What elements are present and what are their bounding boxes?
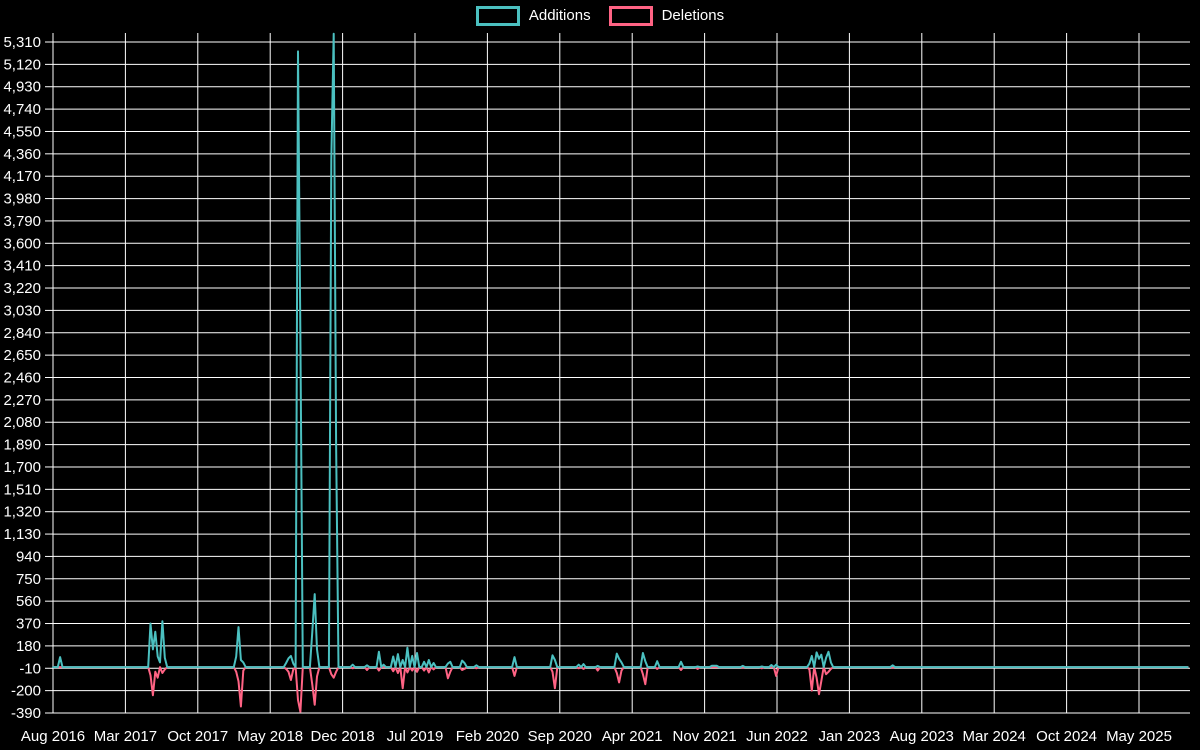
x-tick-label: May 2018 [237, 728, 303, 745]
y-tick-label: 1,130 [3, 526, 41, 543]
y-tick-label: 2,840 [3, 325, 41, 342]
x-tick-label: Aug 2016 [21, 728, 85, 745]
x-tick-label: Jun 2022 [746, 728, 808, 745]
y-tick-label: 4,930 [3, 79, 41, 96]
y-tick-label: 2,650 [3, 347, 41, 364]
y-tick-label: 370 [16, 616, 41, 633]
x-tick-label: Sep 2020 [528, 728, 592, 745]
y-tick-label: 2,270 [3, 392, 41, 409]
x-tick-label: Apr 2021 [602, 728, 663, 745]
y-tick-label: 5,120 [3, 56, 41, 73]
y-tick-label: 3,790 [3, 213, 41, 230]
additions-legend-label: Additions [528, 7, 591, 24]
legend-item-deletions[interactable]: Deletions [608, 6, 725, 26]
x-tick-label: Oct 2024 [1036, 728, 1097, 745]
x-tick-label: Mar 2024 [963, 728, 1026, 745]
y-tick-label: -10 [19, 660, 41, 677]
x-tick-label: Dec 2018 [310, 728, 374, 745]
y-tick-label: 180 [16, 638, 41, 655]
x-tick-label: May 2025 [1106, 728, 1172, 745]
y-tick-label: 3,600 [3, 235, 41, 252]
y-tick-label: 940 [16, 548, 41, 565]
y-tick-label: 1,320 [3, 504, 41, 521]
y-tick-label: 4,740 [3, 101, 41, 118]
y-tick-label: 1,700 [3, 459, 41, 476]
y-tick-label: 3,980 [3, 191, 41, 208]
additions-line [52, 32, 1189, 669]
x-tick-label: Nov 2021 [672, 728, 736, 745]
y-tick-label: 3,030 [3, 302, 41, 319]
x-tick-label: Oct 2017 [167, 728, 228, 745]
additions-legend-swatch [475, 6, 520, 26]
y-tick-label: 2,080 [3, 414, 41, 431]
y-tick-label: 1,510 [3, 481, 41, 498]
x-tick-label: Aug 2023 [890, 728, 954, 745]
y-tick-label: -390 [11, 705, 41, 722]
y-tick-label: 4,360 [3, 146, 41, 163]
y-tick-label: 4,170 [3, 168, 41, 185]
x-tick-label: Jul 2019 [387, 728, 444, 745]
legend-item-additions[interactable]: Additions [475, 6, 591, 26]
y-tick-label: 1,890 [3, 437, 41, 454]
deletions-legend-label: Deletions [661, 7, 725, 24]
deletions-legend-swatch [608, 6, 653, 26]
y-tick-label: 5,310 [3, 34, 41, 51]
y-tick-label: 2,460 [3, 370, 41, 387]
deletions-line [52, 666, 1189, 713]
y-tick-label: 4,550 [3, 123, 41, 140]
chart-legend: Additions Deletions [0, 6, 1200, 26]
x-tick-label: Jan 2023 [819, 728, 881, 745]
x-tick-label: Mar 2017 [94, 728, 157, 745]
y-tick-label: 560 [16, 593, 41, 610]
y-tick-label: 3,410 [3, 258, 41, 275]
x-tick-label: Feb 2020 [456, 728, 519, 745]
y-tick-label: 750 [16, 571, 41, 588]
y-tick-label: 3,220 [3, 280, 41, 297]
y-tick-label: -200 [11, 683, 41, 700]
